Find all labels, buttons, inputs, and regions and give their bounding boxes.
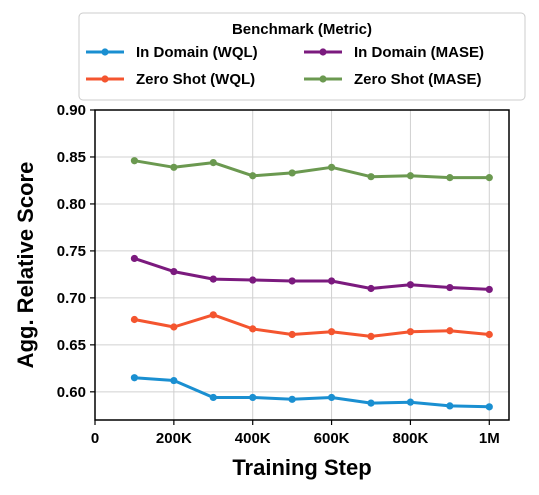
data-point bbox=[446, 327, 454, 335]
data-point bbox=[446, 174, 454, 182]
legend-label: In Domain (WQL) bbox=[136, 44, 258, 61]
data-point bbox=[130, 374, 139, 382]
plot-frame bbox=[94, 109, 510, 421]
series-zero-shot-mase bbox=[130, 157, 493, 182]
y-axis: 0.60 0.65 0.70 0.75 0.80 0.85 0.90 bbox=[57, 102, 95, 401]
legend-label: In Domain (MASE) bbox=[354, 44, 484, 61]
data-point bbox=[327, 393, 336, 402]
data-point bbox=[209, 393, 217, 402]
data-point bbox=[485, 285, 493, 294]
y-tick-label: 0.60 bbox=[57, 384, 86, 401]
legend-swatch-marker bbox=[319, 75, 327, 83]
legend-swatch-marker bbox=[319, 48, 327, 56]
data-point bbox=[170, 323, 178, 331]
x-axis: 0 200K 400K 600K 800K 1M bbox=[91, 420, 500, 447]
y-tick-label: 0.70 bbox=[57, 290, 86, 307]
y-tick-label: 0.75 bbox=[57, 243, 86, 260]
data-point bbox=[327, 277, 336, 285]
x-tick-label: 600K bbox=[314, 430, 350, 447]
data-point bbox=[288, 395, 296, 403]
series-layer bbox=[130, 157, 493, 411]
data-point bbox=[327, 163, 336, 171]
data-point bbox=[446, 283, 454, 292]
y-tick-label: 0.90 bbox=[57, 102, 86, 119]
data-point bbox=[249, 172, 257, 180]
data-point bbox=[367, 284, 375, 293]
data-point bbox=[249, 393, 257, 402]
x-tick-label: 800K bbox=[392, 430, 428, 447]
legend-title: Benchmark (Metric) bbox=[232, 21, 372, 38]
y-axis-title: Agg. Relative Score bbox=[13, 162, 38, 369]
series-in-domain-wql bbox=[130, 374, 493, 411]
legend-entry: In Domain (WQL) bbox=[86, 44, 258, 61]
y-tick-label: 0.65 bbox=[57, 337, 86, 354]
legend-entry: Zero Shot (MASE) bbox=[304, 71, 482, 88]
data-point bbox=[406, 281, 415, 289]
data-point bbox=[406, 172, 415, 180]
legend-swatch-marker bbox=[101, 48, 109, 56]
x-tick-label: 200K bbox=[156, 430, 192, 447]
data-point bbox=[209, 159, 217, 167]
data-point bbox=[485, 403, 493, 411]
data-point bbox=[327, 328, 336, 336]
legend-label: Zero Shot (MASE) bbox=[354, 71, 482, 88]
data-point bbox=[249, 276, 257, 284]
data-point bbox=[209, 275, 217, 283]
data-point bbox=[130, 254, 139, 263]
data-point bbox=[367, 399, 375, 407]
legend-label: Zero Shot (WQL) bbox=[136, 71, 255, 88]
data-point bbox=[406, 398, 415, 406]
data-point bbox=[367, 173, 375, 181]
data-point bbox=[130, 315, 139, 324]
legend: Benchmark (Metric) In Domain (WQL) In Dom… bbox=[78, 12, 526, 101]
legend-box bbox=[78, 12, 526, 101]
y-tick-label: 0.85 bbox=[57, 149, 86, 166]
series-in-domain-mase bbox=[130, 254, 493, 294]
x-tick-label: 0 bbox=[91, 430, 99, 447]
data-point bbox=[367, 332, 375, 340]
series-line bbox=[133, 256, 490, 291]
data-point bbox=[288, 277, 296, 285]
data-point bbox=[170, 267, 178, 276]
legend-entry: In Domain (MASE) bbox=[304, 44, 484, 61]
y-tick-label: 0.80 bbox=[57, 196, 86, 213]
series-line bbox=[134, 376, 490, 409]
x-tick-label: 400K bbox=[235, 430, 271, 447]
x-axis-title: Training Step bbox=[232, 455, 371, 480]
data-point bbox=[288, 330, 296, 339]
data-point bbox=[406, 328, 415, 336]
legend-swatch-marker bbox=[101, 75, 109, 83]
legend-entry: Zero Shot (WQL) bbox=[86, 71, 255, 88]
x-tick-label: 1M bbox=[479, 430, 500, 447]
data-point bbox=[130, 157, 139, 165]
data-point bbox=[446, 402, 454, 410]
series-zero-shot-wql bbox=[130, 311, 493, 340]
series-line bbox=[134, 159, 490, 180]
data-point bbox=[288, 169, 296, 177]
legend-entries: In Domain (WQL) In Domain (MASE) Zero Shot… bbox=[86, 44, 484, 88]
series-line bbox=[134, 313, 490, 338]
data-point bbox=[485, 330, 493, 339]
data-point bbox=[170, 163, 178, 171]
data-point bbox=[485, 174, 493, 182]
data-point bbox=[209, 311, 217, 319]
data-point bbox=[170, 376, 178, 385]
data-point bbox=[249, 325, 257, 333]
